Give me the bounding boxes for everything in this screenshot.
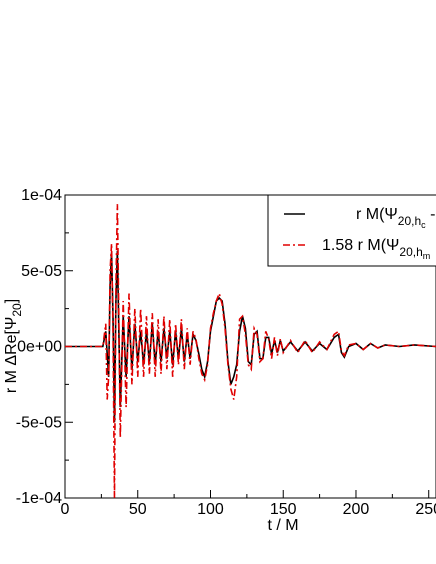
x-tick-label: 100 xyxy=(197,501,224,518)
y-tick-label: -5e-05 xyxy=(16,414,62,431)
y-tick-label: -1e-04 xyxy=(16,490,62,507)
legend-label-series-1: 1.58 r M(Ψ20,hm xyxy=(322,237,430,261)
y-axis-title: r M ΔRe[Ψ20] xyxy=(3,299,24,393)
x-tick-label: 250 xyxy=(415,501,436,518)
series-layer xyxy=(65,204,436,498)
y-tick-label: 5e-05 xyxy=(21,263,62,280)
x-tick-label: 150 xyxy=(270,501,297,518)
legend: r M(Ψ20,hc - 1.58 r M(Ψ20,hm xyxy=(267,194,436,267)
legend-box xyxy=(267,194,436,267)
y-tick-label: 0e+00 xyxy=(17,339,62,356)
series-line-1 xyxy=(65,204,436,498)
x-tick-label: 200 xyxy=(343,501,370,518)
x-axis-title: t / M xyxy=(267,517,298,534)
y-tick-label: 1e-04 xyxy=(21,187,62,204)
x-tick-label: 50 xyxy=(129,501,147,518)
legend-label-series-0: r M(Ψ20,hc - xyxy=(356,206,435,230)
x-tick-label: 0 xyxy=(61,501,70,518)
y-axis: -1e-04 -5e-05 0e+00 5e-05 1e-04 xyxy=(16,187,73,507)
x-axis: 0 50 100 150 200 250 xyxy=(61,490,436,518)
